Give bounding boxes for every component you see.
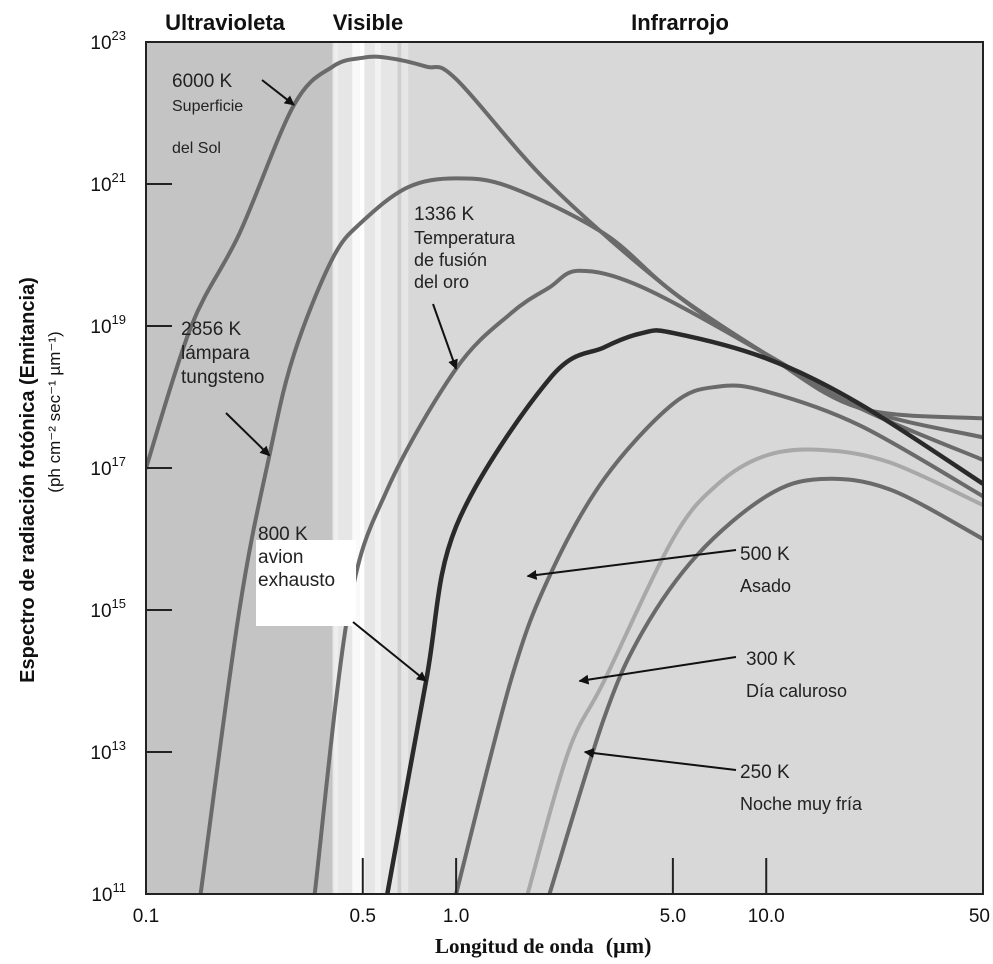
- annotation-1336k: 1336 K Temperatura de fusión del oro: [414, 204, 516, 370]
- curve-250-k: [547, 476, 983, 894]
- curve-800-k: [385, 328, 983, 894]
- x-tick-label: 50: [969, 906, 990, 927]
- annotation-text: 6000 K Superficie del Sol: [172, 71, 243, 157]
- annotation-text: 250 K Noche muy fría: [740, 762, 863, 814]
- y-axis-title: Espectro de radiación fotónica (Emitanci…: [17, 277, 39, 683]
- annotation-arrow: [578, 656, 737, 685]
- label-background: [256, 540, 356, 626]
- y-tick-label: 1013: [90, 738, 126, 764]
- y-axis-ticks: 1011 1013 1015 1017 1019 1021 1023: [90, 28, 172, 906]
- region-band-infrarrojo: [408, 42, 983, 894]
- x-tick-label: 0.1: [133, 906, 159, 927]
- y-axis-unit: (ph cm⁻² sec⁻¹ µm⁻¹): [45, 331, 64, 492]
- y-tick-label: 1015: [90, 596, 126, 622]
- region-band-ultravioleta: [146, 42, 333, 894]
- y-tick-label: 1021: [90, 170, 126, 196]
- annotation-text: 500 K Asado: [740, 544, 791, 596]
- visible-stripe: [374, 42, 381, 894]
- annotation-arrow: [225, 412, 271, 457]
- y-tick-label: 1019: [90, 312, 126, 338]
- annotation-arrow: [352, 621, 427, 682]
- x-tick-label: 10.0: [748, 906, 785, 927]
- x-tick-label: 0.5: [350, 906, 376, 927]
- annotation-arrow: [526, 549, 737, 580]
- region-labels: Ultravioleta Visible Infrarrojo: [165, 10, 729, 35]
- annotation-300k: 300 K Día caluroso: [578, 649, 847, 701]
- visible-stripe: [359, 42, 365, 894]
- annotation-250k: 250 K Noche muy fría: [583, 748, 863, 814]
- x-axis-title: Longitud de onda (µm): [435, 933, 651, 958]
- annotation-text: 1336 K Temperatura de fusión del oro: [414, 204, 516, 292]
- y-tick-label: 1011: [91, 880, 126, 906]
- x-axis-ticks: 0.1 0.5 1.0 5.0 10.0 50: [133, 858, 990, 927]
- visible-stripe: [334, 42, 338, 894]
- x-tick-label: 1.0: [443, 906, 469, 927]
- annotation-arrow: [261, 79, 295, 106]
- region-label-visible: Visible: [333, 10, 404, 35]
- x-tick-label: 5.0: [660, 906, 686, 927]
- y-tick-label: 1017: [90, 454, 126, 480]
- visible-stripe: [352, 42, 360, 894]
- annotation-arrow: [583, 748, 737, 771]
- y-tick-label: 1023: [90, 28, 126, 54]
- curve-300-k: [525, 447, 983, 894]
- annotation-arrow: [432, 303, 458, 370]
- region-label-ultravioleta: Ultravioleta: [165, 10, 286, 35]
- region-label-infrarrojo: Infrarrojo: [631, 10, 729, 35]
- annotation-6000k: 6000 K Superficie del Sol: [172, 71, 295, 157]
- curve-500-k: [454, 383, 983, 894]
- annotation-text: 300 K Día caluroso: [746, 649, 847, 701]
- annotation-500k: 500 K Asado: [526, 544, 791, 596]
